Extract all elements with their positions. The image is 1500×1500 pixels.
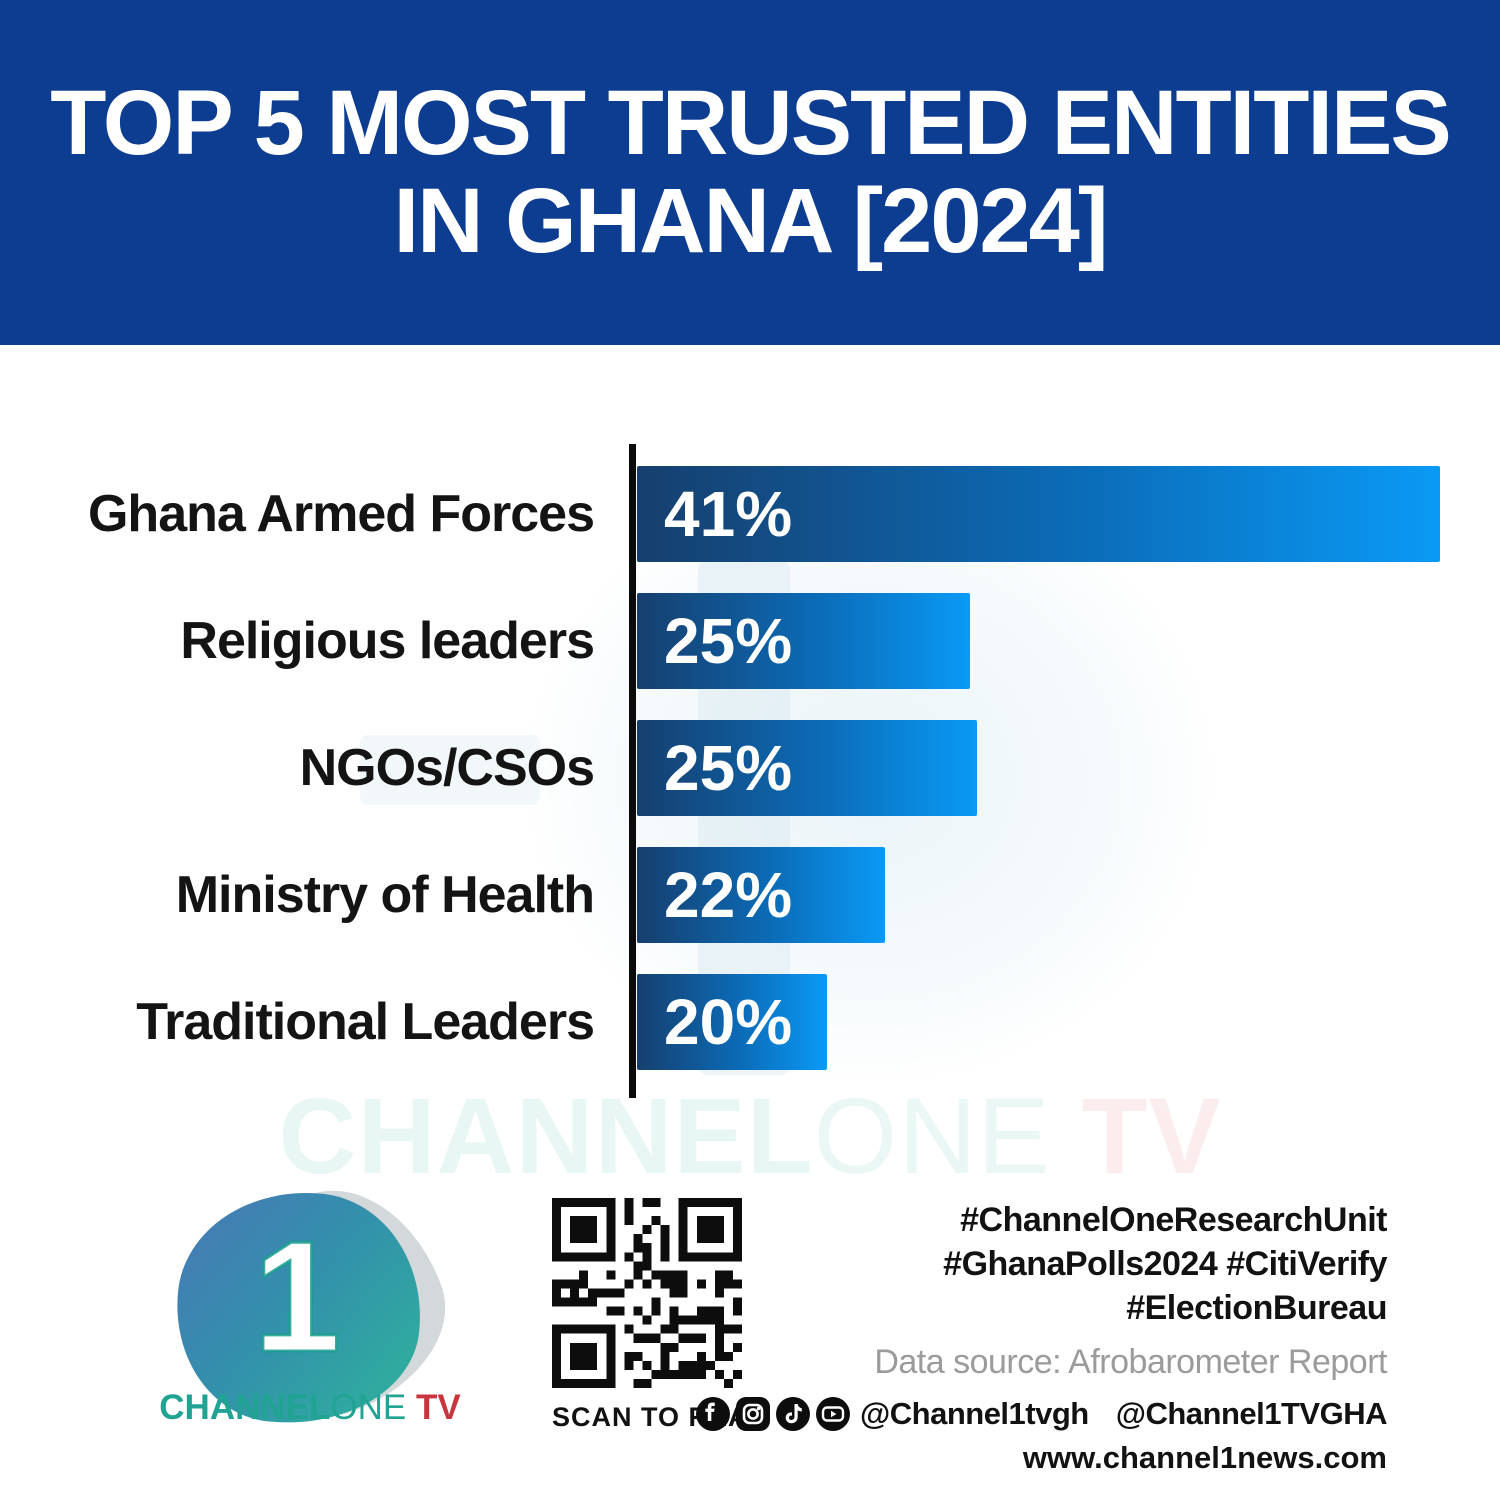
bar-value-label: 41% [664, 478, 793, 550]
social-icons [695, 1396, 851, 1432]
youtube-icon [816, 1396, 851, 1431]
footer-right-column: #ChannelOneResearchUnit #GhanaPolls2024 … [696, 1198, 1388, 1476]
bar-ministry-of-health: 22% [637, 847, 886, 943]
bar-value-label: 25% [664, 732, 793, 804]
chart-row: Ghana Armed Forces 41% [0, 466, 1500, 562]
bar-track: 22% [637, 847, 1440, 943]
social-handle-x: @Channel1TVGHA [1115, 1395, 1388, 1431]
tiktok-icon [776, 1396, 811, 1431]
background-watermark-band-2 [360, 735, 540, 805]
bar-track: 25% [637, 593, 1440, 689]
logo-word-channel: CHANNEL [159, 1388, 331, 1427]
chart-row: NGOs/CSOs 25% [0, 720, 1500, 816]
watermark-one: ONE [813, 1075, 1051, 1196]
category-label: Ghana Armed Forces [87, 485, 595, 543]
chart-axis-line [629, 444, 636, 1098]
watermark-tv: TV [1050, 1075, 1222, 1196]
data-source-note: Data source: Afrobarometer Report [874, 1342, 1387, 1381]
bar-ngos-csos: 25% [637, 720, 978, 816]
watermark-text: CHANNELONE TV [0, 1082, 1500, 1190]
logo-word-tv: TV [406, 1388, 461, 1427]
bar-track: 41% [637, 466, 1440, 562]
qr-caption: SCAN TO READ [552, 1402, 770, 1432]
channel-one-logo: 1 CHANNELONE TV [145, 1163, 475, 1450]
logo-numeral-1: 1 [252, 1209, 343, 1385]
bar-value-label: 22% [664, 859, 793, 931]
hashtag-line-3: #ElectionBureau [1126, 1289, 1387, 1328]
hashtag-line-1: #ChannelOneResearchUnit [960, 1201, 1387, 1239]
hashtag-line-2: #GhanaPolls2024 #CitiVerify [943, 1245, 1387, 1284]
bar-value-label: 25% [664, 605, 793, 677]
chart-row: Traditional Leaders 20% [0, 974, 1500, 1070]
category-label: Religious leaders [180, 612, 595, 670]
logo-wordmark: CHANNELONE TV [145, 1390, 475, 1425]
bar-ghana-armed-forces: 41% [637, 466, 1440, 562]
chart-row: Religious leaders 25% [0, 593, 1500, 689]
facebook-icon [696, 1396, 731, 1431]
qr-block: SCAN TO READ [552, 1198, 770, 1433]
bar-traditional-leaders: 20% [637, 974, 828, 1070]
category-label: NGOs/CSOs [299, 739, 595, 797]
page-title-line2: IN GHANA [2024] [393, 169, 1109, 272]
instagram-icon [736, 1396, 771, 1431]
bar-value-label: 20% [664, 986, 793, 1058]
category-label: Traditional Leaders [136, 993, 595, 1051]
website-url: www.channel1news.com [1022, 1439, 1387, 1475]
category-label: Ministry of Health [175, 866, 595, 924]
social-row: @Channel1tvgh @Channel1TVGHA [696, 1395, 1388, 1432]
social-handle-primary: @Channel1tvgh [860, 1395, 1089, 1431]
qr-code [552, 1198, 742, 1388]
page-title-line1: TOP 5 MOST TRUSTED ENTITIES [50, 71, 1451, 174]
logo-word-one: ONE [330, 1388, 407, 1427]
header-banner: TOP 5 MOST TRUSTED ENTITIES IN GHANA [20… [0, 0, 1500, 345]
watermark-channel: CHANNEL [278, 1075, 814, 1196]
bar-track: 25% [637, 720, 1440, 816]
bar-religious-leaders: 25% [637, 593, 971, 689]
chart-row: Ministry of Health 22% [0, 847, 1500, 943]
bar-track: 20% [637, 974, 1440, 1070]
